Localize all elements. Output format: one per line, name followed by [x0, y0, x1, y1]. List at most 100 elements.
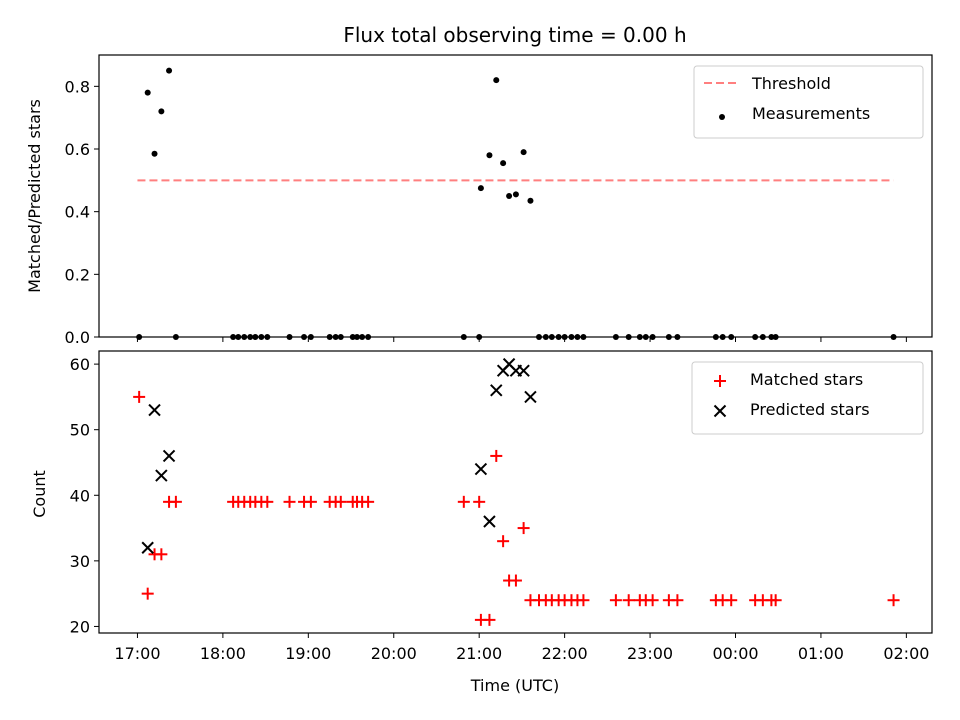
predicted-star-marker: [155, 469, 168, 482]
measurement-point: [768, 334, 775, 340]
legend-label: Predicted stars: [750, 400, 870, 419]
measurement-point: [665, 334, 672, 340]
measurement-point: [252, 334, 259, 340]
legend-box: [693, 65, 924, 139]
top-panel: 0.0 0.2 0.4 0.6 0.8 Threshold Measurements: [65, 54, 933, 347]
matched-star-marker: [304, 495, 317, 508]
matched-star-marker: [609, 594, 622, 607]
predicted-star-marker: [490, 384, 503, 397]
measurement-point: [144, 89, 151, 96]
matched-star-marker: [887, 594, 900, 607]
plot-frame: [98, 54, 933, 338]
measurement-point: [520, 149, 527, 156]
matched-star-marker: [169, 495, 182, 508]
measurement-point: [890, 334, 897, 340]
matched-star-marker: [283, 495, 296, 508]
measurement-point: [476, 334, 483, 340]
measurement-point: [612, 334, 619, 340]
measurement-point: [354, 334, 361, 340]
measurement-point: [460, 334, 467, 340]
measurement-point: [247, 334, 254, 340]
x-tick-label: 18:00: [200, 644, 246, 663]
measurement-point: [477, 185, 484, 192]
y-tick-label: 30: [70, 552, 90, 571]
plot-frame: [98, 350, 933, 634]
x-tick-label: 00:00: [712, 644, 758, 663]
measurement-point: [172, 334, 179, 340]
y-tick-label: 0.8: [65, 77, 90, 96]
measurement-point: [506, 193, 513, 199]
y-tick-label: 20: [70, 617, 90, 636]
matched-star-marker: [483, 613, 496, 626]
measurement-point: [136, 334, 143, 340]
matched-star-marker: [497, 535, 510, 548]
matched-star-marker: [671, 594, 684, 607]
measurement-point: [258, 334, 265, 340]
x-tick-label: 21:00: [456, 644, 502, 663]
measurement-point: [151, 150, 158, 157]
matched-star-marker: [490, 449, 503, 462]
measurement-point: [359, 334, 366, 340]
measurement-point: [264, 334, 271, 340]
x-tick-label: 02:00: [883, 644, 929, 663]
matched-star-marker: [509, 574, 522, 587]
legend-measurements-swatch: [719, 114, 725, 120]
predicted-star-marker: [483, 515, 496, 528]
matched-star-marker: [646, 594, 659, 607]
measurement-point: [235, 334, 242, 340]
matched-star-marker: [622, 594, 635, 607]
measurement-point: [301, 334, 308, 340]
measurement-point: [728, 334, 735, 340]
measurement-point: [580, 334, 587, 340]
measurement-point: [326, 334, 333, 340]
measurement-point: [337, 334, 344, 340]
measurement-point: [561, 334, 568, 340]
y-tick-label: 0.6: [65, 140, 90, 159]
measurement-point: [568, 334, 575, 340]
chart-title: Flux total observing time = 0.00 h: [343, 23, 686, 47]
measurement-point: [542, 334, 549, 340]
measurement-point: [772, 334, 779, 340]
legend: Matched stars Predicted stars: [691, 361, 924, 435]
x-tick-label: 22:00: [542, 644, 588, 663]
measurement-point: [712, 334, 719, 340]
measurement-point: [493, 77, 500, 84]
y-tick-label: 40: [70, 486, 90, 505]
measurement-point: [759, 334, 766, 340]
matched-star-marker: [725, 594, 738, 607]
matched-star-marker: [155, 548, 168, 561]
measurement-point: [166, 67, 173, 74]
matched-star-marker: [334, 495, 347, 508]
matched-star-marker: [141, 587, 154, 600]
matched-star-marker: [261, 495, 274, 508]
matched-star-marker: [457, 495, 470, 508]
measurement-point: [158, 108, 165, 115]
matched-star-marker: [577, 594, 590, 607]
measurement-point: [512, 191, 519, 198]
measurement-point: [332, 334, 339, 340]
measurement-point: [486, 152, 493, 159]
y-tick-label: 60: [70, 355, 90, 374]
bottom-panel: 20 30 40 50 60 17:00 18:00 19:00 20:00 21:00 22:00…: [70, 350, 933, 663]
measurement-point: [649, 334, 656, 340]
matched-star-marker: [133, 390, 146, 403]
measurement-point: [230, 334, 237, 340]
matched-star-marker: [769, 594, 782, 607]
measurement-point: [241, 334, 248, 340]
predicted-star-marker: [141, 541, 154, 554]
predicted-star-marker: [148, 403, 161, 417]
measurement-point: [349, 334, 356, 340]
measurement-point: [555, 334, 562, 340]
measurement-point: [574, 334, 581, 340]
measurement-point: [752, 334, 759, 340]
x-axis-label: Time (UTC): [470, 676, 559, 695]
measurement-point: [286, 334, 293, 340]
measurement-point: [548, 334, 555, 340]
y-tick-label: 0.0: [65, 328, 90, 347]
x-tick-label: 19:00: [285, 644, 331, 663]
predicted-star-marker: [162, 449, 176, 463]
measurement-point: [535, 334, 542, 340]
measurement-point: [500, 160, 507, 167]
predicted-star-marker: [474, 462, 488, 476]
